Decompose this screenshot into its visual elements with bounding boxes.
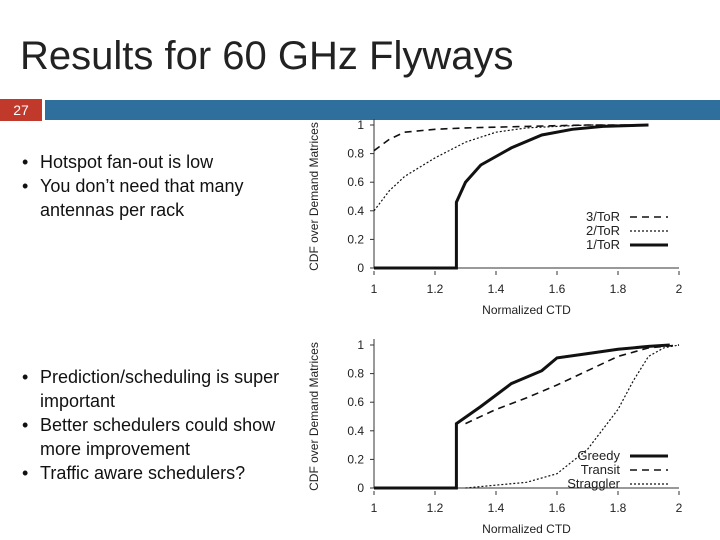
slide-title: Results for 60 GHz Flyways [20,34,514,78]
legend-label: 2/ToR [586,223,620,238]
y-tick-label: 0 [357,261,364,275]
x-tick-label: 1.4 [488,282,505,296]
bullet-list-top: Hotspot fan-out is low You don’t need th… [20,150,290,222]
series-line-transit [465,344,680,425]
y-tick-label: 0.8 [347,147,364,161]
y-tick-label: 0.8 [347,367,364,381]
bullet-item: Traffic aware schedulers? [20,461,290,485]
y-axis-label: CDF over Demand Matrices [307,122,321,271]
x-tick-label: 1.4 [488,501,505,515]
x-axis-label: Normalized CTD [482,303,571,317]
series-line-2-tor [373,124,649,212]
x-tick-label: 1 [371,282,378,296]
chart-2: 0 0.2 0.4 0.6 0.8 1 1 1.2 1.4 1.6 1.8 2 Normalized C… [307,338,683,536]
legend-label: Transit [581,462,621,477]
x-tick-label: 1 [371,501,378,515]
chart-1: 0 0.2 0.4 0.6 0.8 1 1 1.2 1.4 1.6 1.8 2 Normalized C… [307,118,683,317]
bullet-item: Better schedulers could show more improv… [20,413,290,461]
x-tick-label: 1.6 [549,282,566,296]
y-tick-label: 0.6 [347,175,364,189]
y-tick-label: 0.6 [347,395,364,409]
y-tick-label: 0.2 [347,452,364,466]
bullet-item: You don’t need that many antennas per ra… [20,174,290,222]
series-line-straggler [465,344,680,489]
x-tick-label: 1.8 [610,501,627,515]
bullet-item: Hotspot fan-out is low [20,150,290,174]
x-tick-label: 2 [676,501,683,515]
legend-label: 3/ToR [586,209,620,224]
bullet-list-bottom: Prediction/scheduling is super important… [20,365,290,485]
x-tick-label: 1.2 [427,282,444,296]
bullet-item: Prediction/scheduling is super important [20,365,290,413]
legend-label: Straggler [567,476,620,491]
series-line-greedy [374,343,670,490]
x-axis-label: Normalized CTD [482,522,571,536]
y-tick-label: 1 [357,118,364,132]
x-tick-label: 1.2 [427,501,444,515]
series-line-1-tor [374,123,649,270]
y-tick-label: 0.2 [347,232,364,246]
x-tick-label: 1.6 [549,501,566,515]
header-bar [45,100,720,120]
slide-number: 27 [0,99,42,121]
legend-label: Greedy [577,448,620,463]
y-axis-label: CDF over Demand Matrices [307,342,321,491]
y-tick-label: 1 [357,338,364,352]
y-tick-label: 0.4 [347,204,364,218]
x-tick-label: 2 [676,282,683,296]
y-tick-label: 0 [357,481,364,495]
y-tick-label: 0.4 [347,424,364,438]
legend-label: 1/ToR [586,237,620,252]
x-tick-label: 1.8 [610,282,627,296]
